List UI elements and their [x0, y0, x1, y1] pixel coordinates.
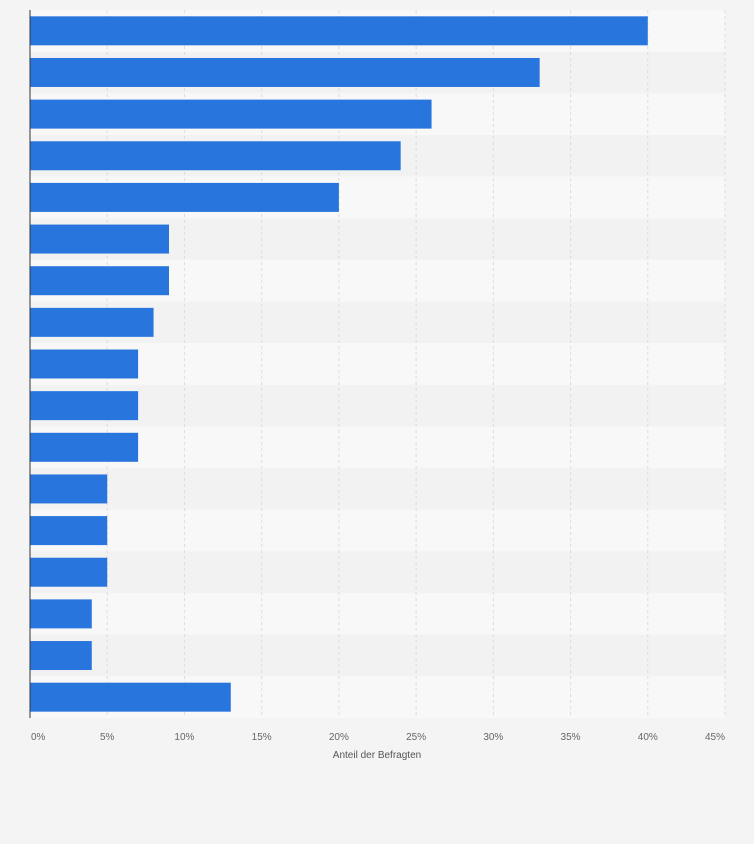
x-tick-label: 30%	[483, 732, 503, 743]
bar	[30, 641, 92, 671]
x-tick-label: 40%	[638, 732, 658, 743]
x-tick-labels: 0% 5% 10% 15% 20% 25% 30% 35% 40% 45%	[31, 732, 725, 743]
x-tick-label: 5%	[100, 732, 115, 743]
row-band	[30, 384, 725, 427]
x-tick-label: 20%	[329, 732, 349, 743]
bar	[30, 516, 108, 546]
bar	[30, 224, 169, 254]
bar	[30, 349, 139, 379]
row-band	[30, 343, 725, 385]
x-tick-label: 0%	[31, 732, 46, 743]
x-tick-label: 25%	[406, 732, 426, 743]
bar	[30, 432, 139, 462]
bars	[30, 16, 648, 712]
row-band	[30, 593, 725, 635]
bar	[30, 474, 108, 504]
bar	[30, 307, 154, 337]
row-band	[30, 509, 725, 552]
bar	[30, 391, 139, 421]
bar	[30, 182, 339, 212]
bar	[30, 266, 169, 296]
x-axis-label: Anteil der Befragten	[333, 750, 421, 761]
x-tick-label: 45%	[705, 732, 725, 743]
bar	[30, 99, 432, 129]
bar	[30, 599, 92, 629]
row-band	[30, 551, 725, 594]
bar	[30, 57, 540, 87]
bar	[30, 557, 108, 587]
row-band	[30, 426, 725, 469]
x-tick-label: 15%	[252, 732, 272, 743]
bar	[30, 16, 648, 46]
row-band	[30, 634, 725, 677]
bar	[30, 682, 231, 712]
row-band	[30, 468, 725, 510]
x-tick-label: 35%	[561, 732, 581, 743]
x-tick-label: 10%	[174, 732, 194, 743]
bar	[30, 141, 401, 171]
gridlines	[106, 10, 726, 718]
